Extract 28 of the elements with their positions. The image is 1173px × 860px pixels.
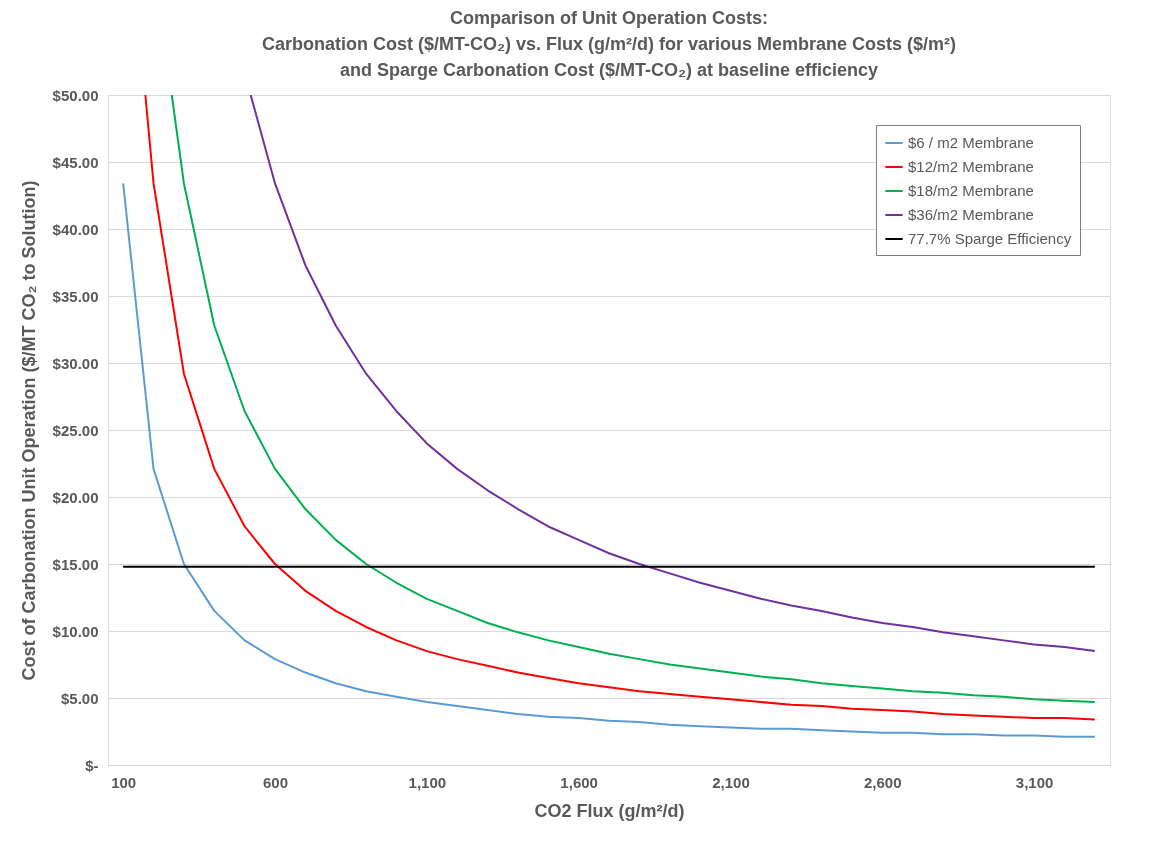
y-tick-label: $35.00 [52,287,99,305]
x-tick-label: 1,100 [408,773,447,791]
y-axis-title: Cost of Carbonation Unit Operation ($/MT CO₂ to Solution) [18,180,39,681]
legend-label: $36/m2 Membrane [908,206,1034,223]
x-tick-label: 3,100 [1015,773,1054,791]
y-tick-label: $45.00 [52,153,99,171]
legend-label: $6 / m2 Membrane [908,134,1034,151]
y-tick-label: $40.00 [52,220,99,238]
y-tick-label: $20.00 [52,488,99,506]
legend-label: $12/m2 Membrane [908,158,1034,175]
x-tick-label: 2,100 [712,773,750,791]
chart-title: Comparison of Unit Operation Costs: Carbonation Cost ($/MT-CO₂) vs. Flux (g/m²/d) for various Membrane Costs ($/m²) and Sparge Carbonation Cost ($/MT-CO₂) at baseline efficiency [261,8,957,80]
x-axis-title: CO2 Flux (g/m²/d) [534,800,685,821]
x-tick-label: 2,600 [864,773,902,791]
y-tick-label: $25.00 [52,421,99,439]
line-series [122,182,1096,738]
y-tick-label: $30.00 [52,354,99,372]
x-tick-label: 1,600 [560,773,598,791]
x-tick-label: 600 [262,773,289,791]
x-tick-label: 100 [111,773,137,791]
y-tick-label: $- [85,756,99,774]
y-tick-label: $50.00 [52,86,99,104]
y-tick-label: $10.00 [52,622,99,640]
legend-label: 77.7% Sparge Efficiency [908,230,1072,247]
y-tick-label: $5.00 [60,689,99,707]
line-series [249,95,1096,653]
legend-label: $18/m2 Membrane [908,182,1034,199]
y-tick-label: $15.00 [52,555,99,573]
